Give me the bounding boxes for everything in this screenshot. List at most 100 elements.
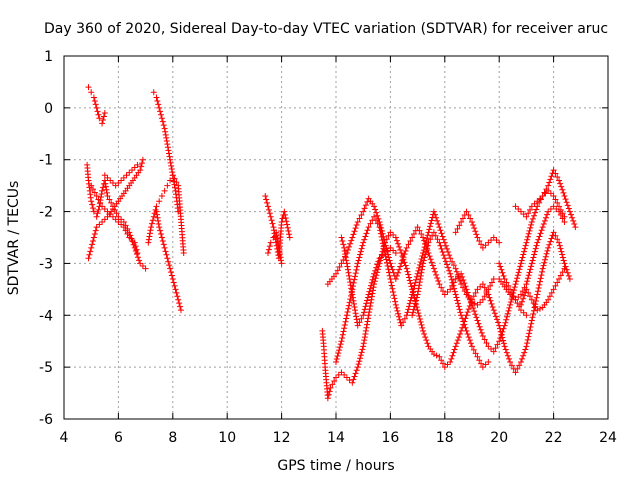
data-point	[387, 260, 394, 267]
data-point	[418, 266, 425, 273]
data-point	[557, 272, 564, 279]
data-point	[450, 282, 457, 289]
data-point	[160, 241, 167, 248]
data-point	[474, 317, 481, 324]
data-point	[358, 349, 365, 356]
data-point	[353, 316, 360, 323]
data-point	[129, 237, 135, 244]
data-point	[400, 254, 407, 261]
data-point	[276, 247, 283, 254]
data-point	[515, 205, 522, 212]
data-point	[343, 374, 350, 381]
data-point	[99, 120, 106, 127]
data-point	[534, 198, 541, 205]
data-point	[457, 278, 464, 285]
data-point	[112, 182, 119, 189]
data-point	[161, 187, 168, 194]
data-point	[352, 225, 359, 232]
data-point	[134, 250, 141, 257]
data-point	[447, 358, 454, 365]
data-point	[466, 337, 473, 344]
data-point	[344, 263, 351, 270]
data-point	[341, 322, 348, 329]
data-point	[350, 376, 357, 383]
x-tick-label: 14	[327, 430, 345, 446]
data-point	[112, 216, 119, 223]
data-point	[564, 202, 571, 209]
data-point	[338, 260, 345, 267]
data-point	[500, 272, 507, 279]
data-point	[160, 122, 167, 129]
data-point	[364, 321, 371, 328]
data-point	[418, 231, 425, 238]
data-point	[457, 309, 464, 316]
data-point	[364, 318, 371, 325]
y-tick-label: 1	[44, 49, 53, 65]
data-point	[396, 266, 403, 273]
data-point	[444, 288, 451, 295]
data-point	[344, 246, 351, 253]
data-point	[173, 179, 180, 186]
data-point	[534, 307, 541, 314]
data-point	[339, 331, 346, 338]
data-point	[371, 203, 378, 210]
data-point	[390, 247, 397, 254]
data-point	[91, 189, 98, 196]
data-point	[470, 222, 477, 229]
data-point	[357, 355, 364, 362]
data-point	[437, 227, 444, 234]
data-point	[527, 323, 534, 330]
data-point	[411, 303, 418, 310]
data-point	[502, 319, 509, 326]
data-point	[524, 236, 531, 243]
data-point	[445, 249, 452, 256]
data-point	[436, 239, 443, 246]
data-point	[539, 224, 546, 231]
data-point	[157, 227, 164, 234]
data-point	[561, 213, 568, 220]
data-point	[360, 309, 367, 316]
data-point	[464, 330, 471, 337]
y-tick-label: -6	[39, 412, 53, 428]
data-point	[338, 338, 345, 345]
data-point	[438, 284, 445, 291]
data-point	[361, 306, 368, 313]
data-point	[552, 170, 559, 177]
data-point	[360, 208, 367, 215]
data-point	[452, 265, 459, 272]
data-point	[469, 343, 475, 350]
data-point	[436, 281, 443, 288]
data-point	[440, 252, 447, 259]
data-point	[407, 280, 414, 287]
data-point	[498, 331, 505, 338]
data-point	[502, 346, 509, 353]
data-point	[363, 324, 370, 331]
data-point	[286, 234, 293, 241]
data-point	[134, 161, 141, 168]
data-point	[345, 302, 352, 309]
data-point	[496, 239, 503, 246]
data-point	[545, 296, 552, 303]
data-point	[455, 334, 462, 341]
data-point	[547, 190, 554, 197]
data-point	[118, 216, 125, 223]
data-point	[358, 315, 365, 322]
data-point	[99, 184, 106, 191]
data-point	[424, 242, 431, 249]
data-point	[515, 269, 522, 276]
data-point	[481, 284, 488, 291]
data-point	[452, 291, 459, 298]
data-point	[333, 270, 339, 277]
data-point	[524, 340, 531, 347]
data-point	[430, 208, 437, 215]
data-point	[501, 322, 508, 329]
data-point	[488, 300, 495, 307]
data-point	[133, 246, 140, 253]
data-point	[507, 286, 514, 293]
data-point	[420, 257, 427, 264]
data-point	[464, 309, 471, 316]
data-point	[560, 257, 567, 264]
data-point	[404, 268, 411, 275]
data-point	[477, 283, 484, 290]
data-point	[403, 312, 410, 319]
